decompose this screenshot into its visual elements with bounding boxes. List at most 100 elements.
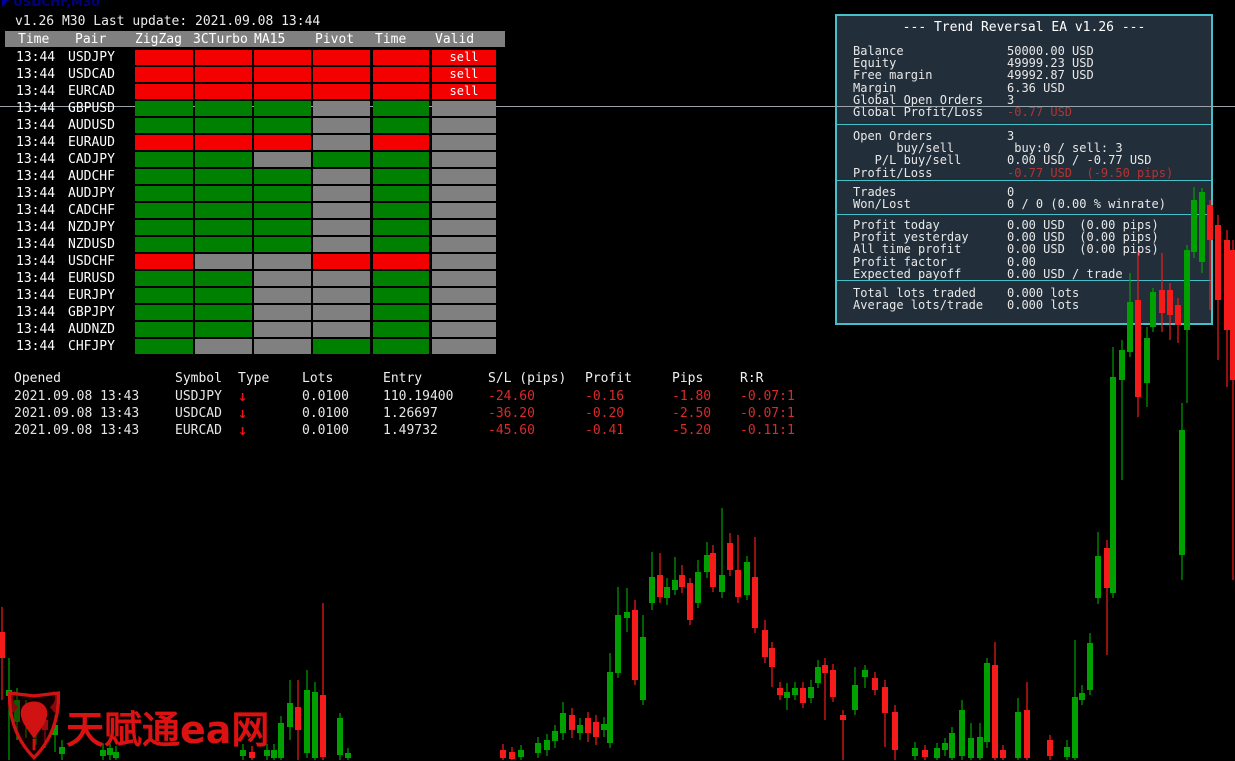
signal-cell-neutral (254, 271, 311, 286)
signal-cell-buy (254, 203, 311, 218)
signal-cell-neutral (432, 339, 496, 354)
signal-cell-neutral (313, 237, 370, 252)
candle-body-down (249, 752, 255, 758)
signal-cell-buy (195, 186, 252, 201)
candle-body-down (822, 665, 828, 673)
signal-header-cell: MA15 (254, 32, 286, 47)
signal-cell-neutral (254, 152, 311, 167)
signal-pair: AUDCHF (68, 169, 115, 184)
candle-body-up (984, 663, 990, 742)
signal-cell-neutral (432, 254, 496, 269)
signal-cell-buy (254, 101, 311, 116)
candle-body-up (862, 670, 868, 677)
candle-body-up (1199, 192, 1205, 262)
candle-body-down (509, 752, 515, 759)
signal-cell-buy (373, 152, 429, 167)
signal-time: 13:44 (16, 101, 56, 116)
panel-value: 49992.87 USD (1007, 68, 1094, 83)
signal-cell-sell (195, 50, 252, 65)
trade-rr: -0.07:1 (740, 406, 795, 421)
trade-entry: 1.26697 (383, 406, 438, 421)
valid-label: sell (449, 50, 479, 64)
signal-cell-sell (195, 67, 252, 82)
panel-row: Balance 50000.00 USD (837, 45, 1211, 57)
signal-pair: CADJPY (68, 152, 115, 167)
candle-body-up (577, 725, 583, 733)
candle-body-down (0, 632, 5, 658)
trades-header-cell: Type (238, 371, 270, 386)
signal-time: 13:44 (16, 152, 56, 167)
signal-cell-buy (195, 203, 252, 218)
signal-cell-buy (373, 322, 429, 337)
signal-pair: NZDJPY (68, 220, 115, 235)
signal-table-header: Time Pair ZigZag 3CTurbo MA15 Pivot Time Valid (5, 31, 505, 47)
panel-value: -0.77 USD (1007, 104, 1073, 119)
signal-cell-buy (195, 322, 252, 337)
signal-cell-neutral (254, 322, 311, 337)
panel-row: Profit/Loss -0.77 USD (-9.50 pips) (837, 166, 1211, 178)
signal-row: 13:44 NZDUSD (0, 237, 505, 252)
signal-pair: AUDJPY (68, 186, 115, 201)
signal-time: 13:44 (16, 169, 56, 184)
panel-row: Won/Lost 0 / 0 (0.00 % winrate) (837, 198, 1211, 210)
signal-cell-sell (313, 67, 370, 82)
candle-body-down (892, 712, 898, 750)
signal-time: 13:44 (16, 220, 56, 235)
signal-row: 13:44 NZDJPY (0, 220, 505, 235)
signal-cell-sell (313, 50, 370, 65)
panel-value: 0.00 (1007, 254, 1036, 269)
panel-section-lots: Total lots traded 0.000 lots Average lots/… (837, 280, 1211, 323)
panel-value: 0 (1007, 185, 1015, 199)
signal-cell-sell (313, 254, 370, 269)
candle-body-up (544, 740, 550, 750)
panel-label: P/L buy/sell (853, 153, 962, 168)
price-line (0, 106, 1235, 107)
candle-body-up (1087, 643, 1093, 690)
candle-body-up (1127, 302, 1133, 352)
trade-entry: 1.49732 (383, 423, 438, 438)
candle-body-up (808, 687, 814, 698)
signal-pair: GBPUSD (68, 101, 115, 116)
signal-cell-buy (135, 288, 193, 303)
panel-label: Equity (853, 56, 897, 71)
panel-value: 0.00 USD (0.00 pips) (1007, 230, 1159, 245)
candle-body-up (942, 743, 948, 750)
candle-body-up (640, 637, 646, 700)
panel-row: Profit yesterday 0.00 USD (0.00 pips) (837, 231, 1211, 243)
trade-lots: 0.0100 (302, 423, 349, 438)
candle-body-down (593, 722, 599, 737)
sell-arrow-icon: ↓ (238, 421, 248, 439)
signal-pair: AUDNZD (68, 322, 115, 337)
candle-body-up (852, 685, 858, 710)
panel-section-profit: Profit today 0.00 USD (0.00 pips) Profit y… (837, 214, 1211, 280)
signal-cell-buy (135, 169, 193, 184)
signal-cell-neutral (254, 339, 311, 354)
candle-body-up (264, 750, 270, 756)
signal-row: 13:44 USDCAD sell (0, 67, 505, 82)
candle-body-down (1215, 225, 1221, 300)
trade-pips: -5.20 (672, 423, 712, 438)
signal-cell-neutral (432, 322, 496, 337)
signal-cell-neutral (432, 271, 496, 286)
signal-cell-sell (254, 67, 311, 82)
signal-cell-neutral (313, 186, 370, 201)
signal-cell-buy (135, 118, 193, 133)
signal-cell-buy (135, 237, 193, 252)
trade-symbol: USDJPY (175, 389, 222, 404)
candle-body-down (872, 678, 878, 690)
signal-time: 13:44 (16, 118, 56, 133)
candle-body-down (1104, 548, 1110, 588)
candle-body-down (840, 715, 846, 720)
signal-cell-neutral (313, 203, 370, 218)
panel-row: Trades 0 (837, 186, 1211, 198)
candle-body-up (1015, 712, 1021, 758)
panel-label: buy/sell (853, 141, 955, 156)
signal-row: 13:44 GBPUSD (0, 101, 505, 116)
candle-body-up (601, 724, 607, 730)
signal-pair: GBPJPY (68, 305, 115, 320)
sell-arrow-icon: ↓ (238, 404, 248, 422)
signal-pair: NZDUSD (68, 237, 115, 252)
candle-body-up (1119, 350, 1125, 380)
trades-header-cell: Pips (672, 371, 704, 386)
